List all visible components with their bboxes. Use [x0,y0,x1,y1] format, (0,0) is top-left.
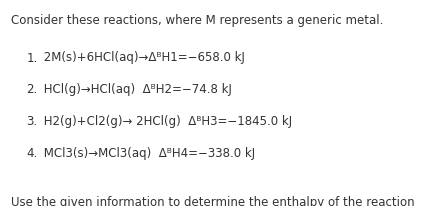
Text: 2M(s)+6HCl(aq)→ΔᴮH1=−658.0 kJ: 2M(s)+6HCl(aq)→ΔᴮH1=−658.0 kJ [40,52,245,64]
Text: Consider these reactions, where M represents a generic metal.: Consider these reactions, where M repres… [11,14,384,27]
Text: MCl3(s)→MCl3(aq)  ΔᴮH4=−338.0 kJ: MCl3(s)→MCl3(aq) ΔᴮH4=−338.0 kJ [40,147,255,160]
Text: 2.: 2. [27,83,38,96]
Text: 1.: 1. [27,52,38,64]
Text: HCl(g)→HCl(aq)  ΔᴮH2=−74.8 kJ: HCl(g)→HCl(aq) ΔᴮH2=−74.8 kJ [40,83,232,96]
Text: Use the given information to determine the enthalpy of the reaction: Use the given information to determine t… [11,196,415,206]
Text: 4.: 4. [27,147,38,160]
Text: H2(g)+Cl2(g)→ 2HCl(g)  ΔᴮH3=−1845.0 kJ: H2(g)+Cl2(g)→ 2HCl(g) ΔᴮH3=−1845.0 kJ [40,115,292,128]
Text: 3.: 3. [27,115,38,128]
